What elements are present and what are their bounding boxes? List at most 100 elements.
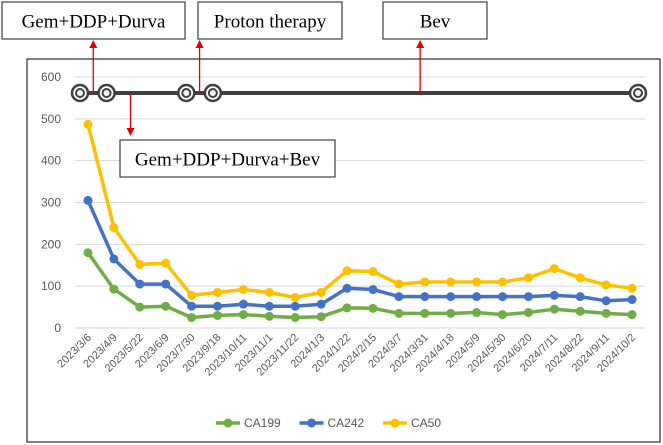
timeline-marker-inner	[75, 88, 85, 98]
data-point-ca50	[601, 280, 611, 290]
legend-marker-ca242	[307, 418, 316, 428]
callout-arrowhead	[89, 40, 98, 48]
data-point-ca50	[394, 279, 404, 289]
y-axis-ticks: 0 100 200 300 400 500 600	[41, 70, 61, 335]
callout-label: Proton therapy	[214, 12, 327, 33]
data-point-ca50	[187, 290, 197, 300]
data-point-ca50	[420, 277, 430, 287]
data-point-ca199	[342, 303, 352, 313]
data-point-ca199	[368, 303, 378, 313]
y-tick-label: 200	[41, 237, 61, 251]
y-tick-label: 300	[41, 196, 61, 210]
data-point-ca242	[575, 292, 585, 302]
y-tick-label: 500	[41, 112, 61, 126]
data-point-ca242	[420, 292, 430, 302]
data-point-ca50	[213, 287, 222, 297]
chart-frame	[26, 58, 661, 443]
data-point-ca199	[135, 302, 145, 312]
legend-label-ca242: CA242	[328, 416, 365, 430]
data-point-ca242	[523, 292, 533, 302]
data-point-ca242	[549, 290, 559, 300]
y-tick-label: 600	[41, 70, 61, 84]
series-line-ca199	[86, 250, 634, 320]
legend-label-ca50: CA50	[411, 416, 441, 430]
data-point-ca242	[213, 301, 222, 311]
data-point-ca242	[135, 279, 145, 289]
data-point-ca199	[83, 248, 93, 258]
data-point-ca242	[394, 292, 404, 302]
y-tick-label: 0	[54, 321, 61, 335]
data-point-ca50	[627, 283, 637, 293]
data-point-ca199	[109, 284, 119, 294]
data-point-ca242	[342, 283, 352, 293]
data-point-ca242	[446, 292, 456, 302]
data-point-ca242	[498, 292, 507, 302]
data-point-ca199	[446, 308, 456, 318]
callout-label: Gem+DDP+Durva	[22, 12, 166, 33]
callout-label: Gem+DDP+Durva+Bev	[135, 150, 321, 171]
data-point-ca242	[187, 301, 197, 311]
data-point-ca242	[316, 299, 326, 309]
data-point-ca50	[472, 277, 482, 287]
data-point-ca199	[627, 310, 637, 320]
data-point-ca242	[161, 279, 171, 289]
data-point-ca50	[83, 119, 93, 129]
y-tick-label: 400	[41, 154, 61, 168]
data-point-ca199	[213, 310, 222, 320]
data-point-ca50	[523, 273, 533, 283]
data-point-ca50	[264, 287, 274, 297]
data-point-ca199	[420, 308, 430, 318]
data-point-ca50	[238, 285, 248, 295]
data-point-ca50	[498, 277, 507, 287]
callout-box	[382, 1, 488, 40]
data-point-ca199	[523, 308, 533, 318]
callout-box	[197, 1, 343, 40]
treatment-timeline	[70, 83, 648, 103]
callout-arrowhead	[195, 40, 204, 48]
data-point-ca50	[549, 264, 559, 274]
legend: CA199 CA242 CA50	[216, 416, 441, 430]
data-point-ca199	[498, 310, 507, 320]
legend-marker-ca50	[390, 418, 400, 428]
data-point-ca199	[187, 313, 197, 323]
callout-arrowhead	[126, 128, 135, 136]
data-point-ca242	[238, 299, 248, 309]
timeline-marker-inner	[181, 88, 192, 98]
data-point-ca50	[342, 266, 352, 276]
data-point-ca199	[161, 301, 171, 311]
data-point-ca50	[446, 277, 456, 287]
legend-marker-ca199	[223, 418, 233, 428]
data-point-ca50	[109, 223, 119, 233]
legend-label-ca199: CA199	[244, 416, 281, 430]
series-line-ca242	[86, 198, 634, 308]
data-point-ca242	[627, 295, 637, 305]
treatment-callouts: Gem+DDP+Durva Gem+DDP+Durva+Bev Proton the…	[1, 1, 488, 178]
data-point-ca242	[601, 296, 611, 306]
data-point-ca242	[290, 301, 300, 311]
series-lines	[83, 119, 637, 323]
data-point-ca199	[316, 312, 326, 322]
callout-box	[1, 1, 186, 40]
data-point-ca199	[472, 308, 482, 318]
timeline-marker-inner	[101, 88, 112, 98]
data-point-ca199	[575, 306, 585, 316]
data-point-ca50	[368, 267, 378, 277]
data-point-ca242	[472, 292, 482, 302]
data-point-ca199	[264, 311, 274, 321]
data-point-ca242	[109, 254, 119, 264]
timeline-marker-inner	[207, 88, 218, 98]
data-point-ca199	[549, 304, 559, 314]
data-point-ca50	[575, 273, 585, 283]
data-point-ca242	[83, 195, 93, 205]
data-point-ca199	[601, 308, 611, 318]
data-point-ca50	[290, 292, 300, 302]
data-point-ca50	[316, 287, 326, 297]
y-tick-label: 100	[41, 279, 61, 293]
data-point-ca199	[394, 308, 404, 318]
data-point-ca50	[161, 258, 171, 268]
callout-label: Bev	[420, 12, 451, 33]
data-point-ca199	[290, 313, 300, 323]
data-point-ca242	[264, 301, 274, 311]
series-line-ca50	[86, 122, 634, 300]
